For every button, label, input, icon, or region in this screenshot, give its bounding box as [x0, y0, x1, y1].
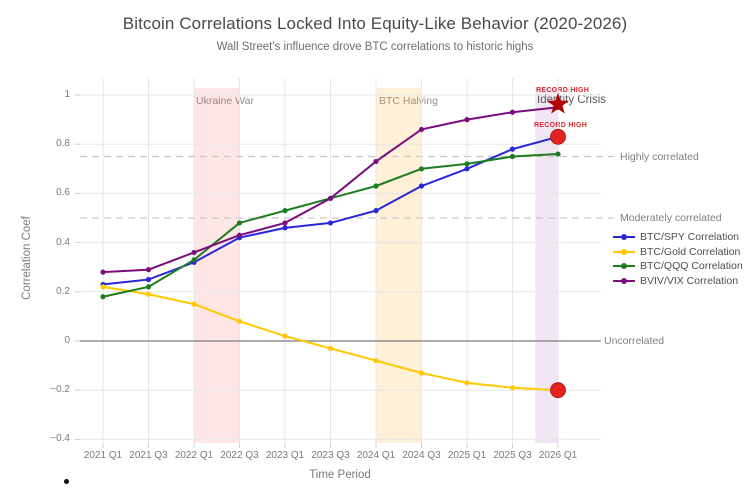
y-tick-label-2: 0.6: [56, 187, 70, 199]
y-tick-label-5: 0: [64, 335, 70, 346]
legend-item-label: BVIV/VIX Correlation: [640, 274, 739, 287]
legend-marker-icon: [613, 234, 635, 241]
legend-item-btc-qqq-correlation[interactable]: BTC/QQQ Correlation: [612, 259, 743, 274]
y-tick-label-6: −0.2: [50, 384, 70, 396]
x-tick-label-8: 2025 Q1: [447, 450, 487, 461]
record-high-label-top: RECORD HIGH: [536, 87, 590, 94]
x-tick-label-6: 2024 Q1: [356, 450, 396, 461]
ref-label-uncorrelated: Uncorrelated: [604, 335, 665, 347]
legend-marker-icon: [613, 263, 635, 270]
ref-label-highly-correlated: Highly correlated: [620, 151, 699, 163]
legend-item-label: BTC/SPY Correlation: [640, 231, 740, 244]
x-tick-label-9: 2025 Q3: [493, 450, 532, 461]
legend-item-btc-gold-correlation[interactable]: BTC/Gold Correlation: [612, 245, 743, 260]
x-tick-label-0: 2021 Q1: [83, 450, 123, 461]
x-tick-label-10: 2026 Q1: [538, 450, 578, 461]
ref-label-moderately-correlated: Moderately correlated: [620, 212, 722, 224]
legend-item-label: BTC/Gold Correlation: [640, 245, 741, 258]
record-high-label-mid: RECORD HIGH: [534, 122, 588, 129]
chart-subtitle: Wall Street's influence drove BTC correl…: [216, 41, 534, 53]
bullet-dot: [64, 479, 69, 484]
x-tick-label-7: 2024 Q3: [402, 450, 441, 461]
y-tick-label-4: 0.2: [56, 285, 70, 297]
legend-item-label: BTC/QQQ Correlation: [640, 260, 743, 273]
legend-item-bviv-vix-correlation[interactable]: BVIV/VIX Correlation: [612, 274, 743, 289]
x-tick-label-1: 2021 Q3: [129, 450, 168, 461]
legend-marker-icon: [613, 248, 635, 255]
y-tick-label-1: 0.8: [56, 138, 70, 150]
legend: BTC/SPY Correlation BTC/Gold Correlation B…: [612, 230, 743, 288]
y-tick-label-0: 1: [64, 89, 70, 100]
x-tick-label-4: 2023 Q1: [265, 450, 305, 461]
legend-item-btc-spy-correlation[interactable]: BTC/SPY Correlation: [612, 230, 743, 245]
chart-title: Bitcoin Correlations Locked Into Equity-…: [122, 14, 628, 33]
legend-marker-icon: [613, 277, 635, 284]
band-label-btc-halving: BTC Halving: [379, 95, 438, 107]
y-tick-label-7: −0.4: [50, 433, 70, 445]
x-axis-title: Time Period: [309, 469, 371, 481]
x-tick-label-5: 2023 Q3: [311, 450, 350, 461]
y-tick-label-3: 0.4: [56, 236, 70, 248]
x-tick-label-2: 2022 Q1: [174, 450, 214, 461]
x-tick-label-3: 2022 Q3: [220, 450, 259, 461]
